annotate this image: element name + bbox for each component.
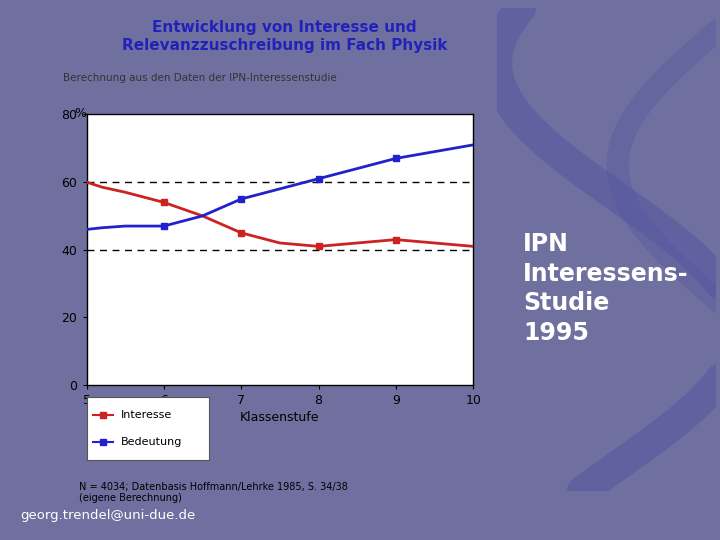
Text: IPN
Interessens-
Studie
1995: IPN Interessens- Studie 1995 xyxy=(523,232,688,345)
Text: Interesse: Interesse xyxy=(121,410,172,420)
Text: Klassenstufe: Klassenstufe xyxy=(240,411,320,424)
Text: Berechnung aus den Daten der IPN-Interessenstudie: Berechnung aus den Daten der IPN-Interes… xyxy=(63,73,337,83)
Text: Bedeutung: Bedeutung xyxy=(121,437,182,448)
Text: N = 4034; Datenbasis Hoffmann/Lehrke 1985, S. 34/38
(eigene Berechnung): N = 4034; Datenbasis Hoffmann/Lehrke 198… xyxy=(79,482,348,503)
Text: %: % xyxy=(75,107,86,120)
Text: georg.trendel@uni-due.de: georg.trendel@uni-due.de xyxy=(20,509,195,522)
Text: Entwicklung von Interesse und
Relevanzzuschreibung im Fach Physik: Entwicklung von Interesse und Relevanzzu… xyxy=(122,20,447,52)
